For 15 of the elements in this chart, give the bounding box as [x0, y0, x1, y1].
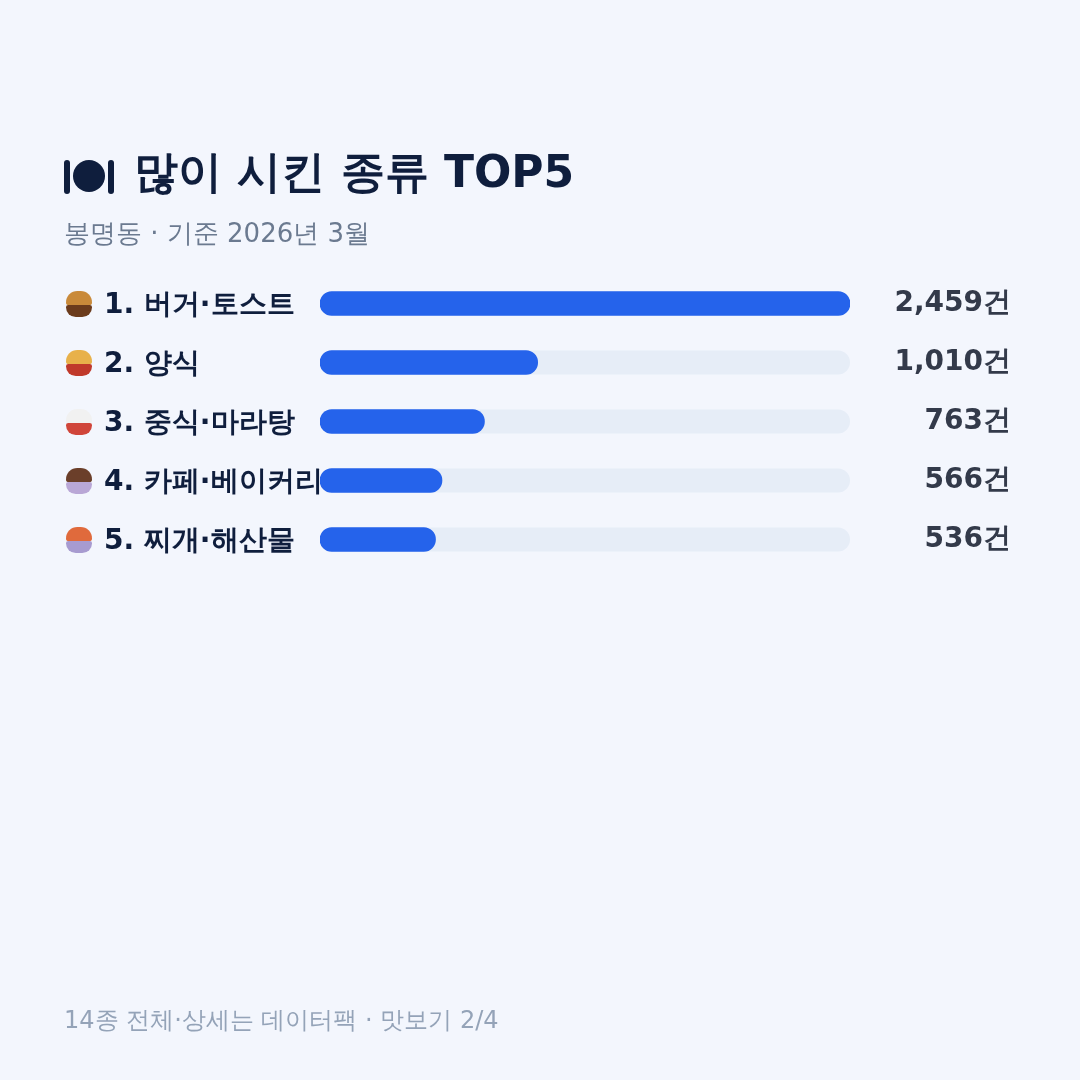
y-tick-label: 3. 중식·마라탕 [104, 403, 295, 440]
data-label: 536건 [924, 520, 1011, 554]
text: 14종 전체·상세는 데이터팩 · 맛보기 2/4 [64, 1005, 499, 1036]
y-tick-label: 4. 카페·베이커리 [104, 462, 323, 499]
y-tick-label: 1. 버거·토스트 [104, 285, 295, 322]
bar [320, 468, 443, 493]
y-tick-label: 2. 양식 [104, 344, 200, 381]
chart-title: 많이 시킨 종류 TOP5 [134, 145, 575, 199]
data-label: 566건 [924, 461, 1011, 495]
y-tick-label: 5. 찌개·해산물 [104, 521, 295, 558]
data-label: 2,459건 [894, 284, 1011, 318]
chart-subtitle: 봉명동 · 기준 2026년 3월 [64, 217, 371, 250]
data-label: 763건 [924, 402, 1011, 436]
data-label: 1,010건 [894, 343, 1011, 377]
bar [320, 527, 436, 552]
